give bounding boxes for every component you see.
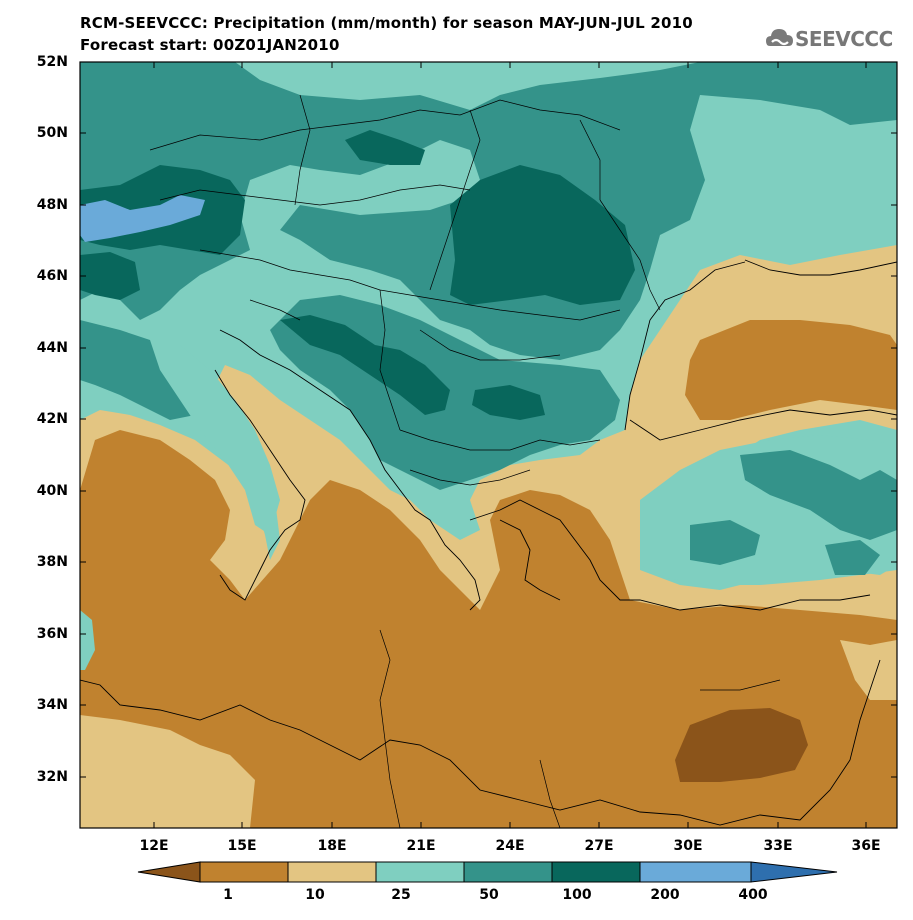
lon-label: 15E xyxy=(227,838,257,854)
precip-region-50-100 xyxy=(690,520,760,565)
lat-label: 38N xyxy=(36,554,68,570)
lat-label: 52N xyxy=(36,54,68,70)
cloud-icon xyxy=(766,29,793,46)
precip-region-below-1 xyxy=(675,708,808,782)
precip-region-1-10 xyxy=(685,320,897,420)
precip-region-100-200 xyxy=(345,130,425,165)
precip-region-25-50 xyxy=(150,340,280,535)
precip-region-10-25 xyxy=(840,640,897,700)
lon-label: 33E xyxy=(763,838,793,854)
map-title: RCM-SEEVCCC: Precipitation (mm/month) fo… xyxy=(80,14,693,32)
lon-label: 12E xyxy=(139,838,169,854)
colorbar-label: 400 xyxy=(738,887,768,903)
lat-label: 40N xyxy=(36,483,68,499)
lon-label: 18E xyxy=(317,838,347,854)
lon-ticks xyxy=(153,62,867,828)
colorbar-label: 50 xyxy=(479,887,499,903)
lat-label: 42N xyxy=(36,411,68,427)
colorbar-label: 10 xyxy=(305,887,325,903)
colorbar-label: 25 xyxy=(391,887,411,903)
seevccc-logo: SEEVCCC xyxy=(765,24,905,56)
precip-region-200-400 xyxy=(80,195,205,242)
lat-ticks xyxy=(80,61,897,778)
lat-label: 34N xyxy=(36,697,68,713)
lat-label: 50N xyxy=(36,125,68,141)
lat-label: 46N xyxy=(36,268,68,284)
colorbar-label: 100 xyxy=(562,887,592,903)
precip-region-10-25 xyxy=(80,715,255,828)
logo-text: SEEVCCC xyxy=(795,27,893,51)
forecast-start-subtitle: Forecast start: 00Z01JAN2010 xyxy=(80,36,340,54)
colorbar-label: 200 xyxy=(650,887,680,903)
precip-region-100-200 xyxy=(472,385,545,420)
precip-region-50-100 xyxy=(825,540,880,575)
lat-label: 32N xyxy=(36,769,68,785)
country-borders xyxy=(149,94,781,828)
coastlines xyxy=(80,259,897,826)
lat-label: 44N xyxy=(36,340,68,356)
lon-label: 36E xyxy=(851,838,881,854)
precip-region-25-50 xyxy=(80,610,95,670)
lat-label: 36N xyxy=(36,626,68,642)
lat-label: 48N xyxy=(36,197,68,213)
precip-region-100-200 xyxy=(80,252,140,300)
colorbar-label: 1 xyxy=(223,887,233,903)
precip-region-100-200 xyxy=(280,315,450,415)
lon-label: 21E xyxy=(406,838,436,854)
lon-label: 27E xyxy=(584,838,614,854)
precip-region-100-200 xyxy=(450,165,635,305)
lon-label: 24E xyxy=(495,838,525,854)
precip-region-50-100 xyxy=(740,450,897,540)
lon-label: 30E xyxy=(673,838,703,854)
